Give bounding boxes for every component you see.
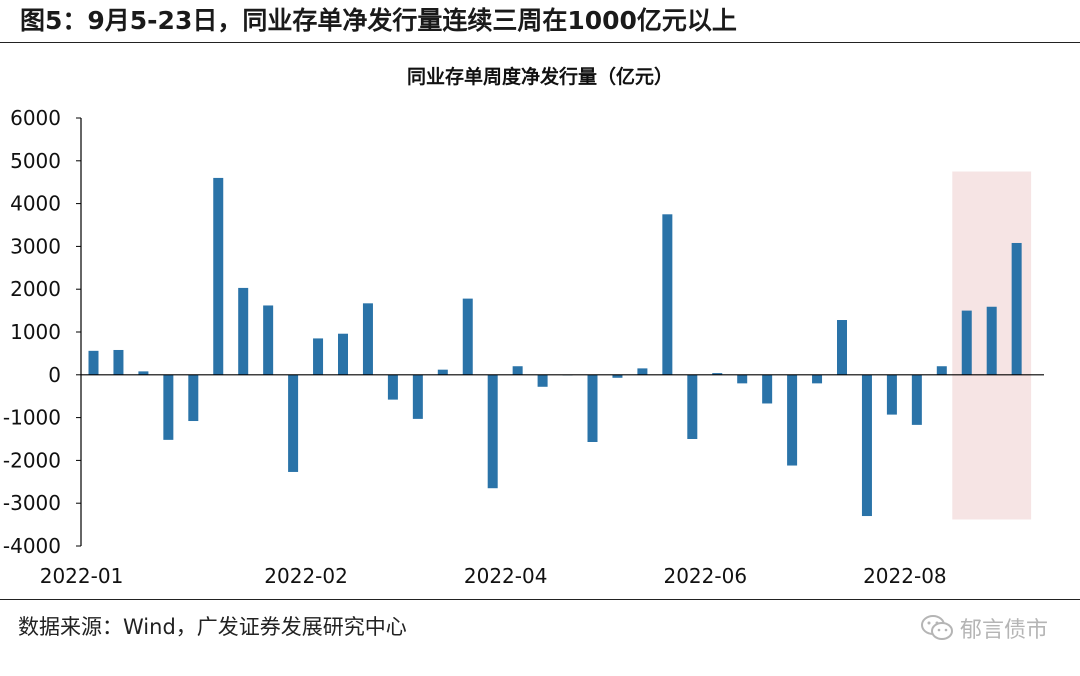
- figure-title: 图5：9月5-23日，同业存单净发行量连续三周在1000亿元以上: [20, 6, 737, 35]
- bar-6: [238, 287, 249, 375]
- x-tick-label: 2022-08: [863, 564, 947, 588]
- bar-11: [362, 303, 373, 375]
- bar-18: [537, 374, 548, 387]
- bar-15: [462, 298, 473, 375]
- bar-34: [936, 366, 947, 375]
- y-tick-label: 6000: [10, 106, 61, 130]
- bar-23: [662, 214, 673, 375]
- bar-14: [437, 369, 448, 375]
- y-tick-label: 4000: [10, 192, 61, 216]
- bar-2: [138, 371, 149, 375]
- bar-21: [612, 374, 623, 378]
- bar-3: [163, 374, 174, 440]
- bar-22: [637, 368, 648, 375]
- wechat-icon: [920, 615, 953, 640]
- chart-plot: 6000 5000 4000 3000 2000 1000 0 -1000 -2000 -3000…: [3, 106, 1044, 588]
- bar-17: [512, 366, 523, 375]
- bar-12: [387, 374, 398, 400]
- bar-29: [812, 374, 823, 384]
- bar-0: [88, 350, 99, 375]
- bar-25: [712, 373, 723, 375]
- y-tick-label: -4000: [3, 534, 61, 558]
- chart-title: 同业存单周度净发行量（亿元）: [406, 66, 673, 88]
- y-tick-label: -2000: [3, 448, 61, 472]
- watermark-text: 郁言债市: [959, 618, 1048, 643]
- bar-5: [213, 177, 224, 375]
- y-tick-label: 1000: [10, 320, 61, 344]
- bar-13: [412, 374, 423, 419]
- bar-30: [837, 320, 847, 375]
- bar-8: [288, 374, 299, 472]
- top-divider: [0, 42, 1080, 43]
- bar-24: [687, 374, 698, 439]
- y-tick-label: 3000: [10, 234, 61, 258]
- bar-4: [188, 374, 199, 422]
- bar-27: [762, 374, 773, 404]
- bar-7: [263, 305, 274, 375]
- bar-36: [986, 306, 997, 375]
- x-tick-label: 2022-01: [40, 564, 124, 588]
- bar-35: [961, 310, 972, 375]
- bar-1: [113, 349, 124, 375]
- y-tick-label: 2000: [10, 277, 61, 301]
- bar-16: [487, 374, 498, 489]
- bar-28: [787, 374, 798, 466]
- bottom-divider: [0, 599, 1080, 600]
- bar-10: [338, 333, 348, 375]
- source-note: 数据来源：Wind，广发证券发展研究中心: [18, 615, 407, 639]
- y-tick-label: 0: [48, 363, 61, 387]
- bar-20: [587, 374, 598, 442]
- bar-37: [1011, 242, 1022, 375]
- y-tick-label: 5000: [10, 149, 61, 173]
- x-tick-label: 2022-06: [663, 564, 747, 588]
- bar-32: [886, 374, 897, 415]
- x-tick-label: 2022-04: [464, 564, 548, 588]
- bar-26: [737, 374, 748, 384]
- bar-9: [313, 338, 324, 375]
- x-tick-label: 2022-02: [264, 564, 348, 588]
- bar-31: [861, 374, 872, 517]
- y-tick-label: -3000: [3, 491, 61, 515]
- y-tick-label: -1000: [3, 406, 61, 430]
- watermark: 郁言债市: [920, 612, 1048, 644]
- bar-33: [911, 374, 922, 425]
